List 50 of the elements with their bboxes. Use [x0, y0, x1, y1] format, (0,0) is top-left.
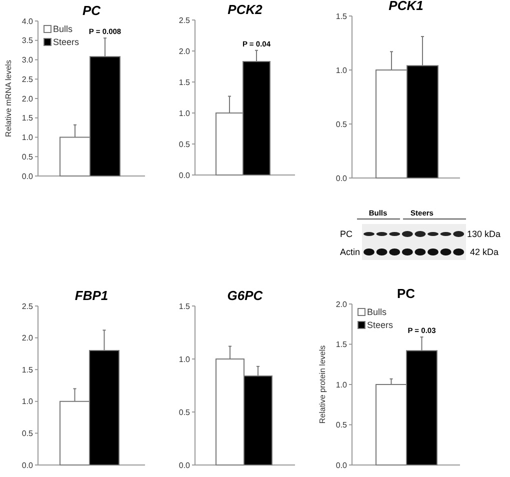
- y-tick-label: 0.0: [22, 460, 34, 470]
- y-tick-label: 3.0: [22, 56, 34, 65]
- y-tick-label: 2.5: [178, 16, 191, 25]
- y-tick-label: 0.0: [336, 460, 348, 470]
- y-tick-label: 1.0: [22, 397, 34, 406]
- chart-title: PCK1: [388, 0, 424, 13]
- y-tick-label: 1.0: [22, 133, 34, 142]
- legend-label: Steers: [367, 320, 394, 330]
- y-tick-label: 2.0: [22, 334, 34, 343]
- y-tick-label: 3.5: [22, 36, 34, 46]
- text: 42 kDa: [470, 247, 499, 258]
- y-tick-label: 2.5: [22, 302, 34, 311]
- y-tick-label: 1.0: [178, 354, 191, 364]
- y-tick-label: 2.0: [22, 94, 34, 104]
- y-tick-label: 4.0: [22, 16, 34, 26]
- y-tick-label: 1.5: [22, 114, 34, 123]
- y-tick-label: 2.0: [336, 300, 348, 309]
- y-tick-label: 0.5: [336, 420, 348, 430]
- y-tick-label: 1.5: [178, 78, 191, 87]
- text: Actin: [340, 247, 360, 258]
- y-tick-label: 1.5: [336, 340, 348, 350]
- y-tick-label: 0.5: [22, 429, 34, 438]
- y-tick-label: 1.5: [336, 12, 348, 21]
- y-tick-label: 0.5: [22, 152, 34, 162]
- y-tick-label: 2.0: [178, 46, 191, 56]
- y-tick-label: 2.5: [22, 74, 34, 84]
- chart-title: PC: [396, 286, 416, 301]
- chart-title: PC: [82, 3, 102, 18]
- legend-label: Steers: [53, 37, 80, 48]
- y-tick-label: 0.5: [178, 408, 191, 417]
- y-tick-label: 0.0: [336, 174, 348, 183]
- y-tick-label: 0.0: [178, 170, 191, 180]
- chart-title: PCK2: [228, 2, 264, 17]
- y-tick-label: 1.5: [22, 365, 34, 374]
- legend-label: Bulls: [53, 24, 74, 34]
- y-tick-label: 1.5: [178, 302, 191, 311]
- chart-title: FBP1: [74, 288, 108, 303]
- text: 130 kDa: [467, 229, 501, 240]
- y-tick-label: 0.0: [22, 172, 34, 181]
- chart-title: G6PC: [227, 288, 264, 303]
- y-axis-title: Relative protein levels: [318, 345, 327, 424]
- y-tick-label: 1.0: [178, 108, 191, 118]
- y-axis-title: Relative mRNA levels: [4, 60, 13, 137]
- y-tick-label: 0.5: [336, 120, 348, 129]
- y-tick-label: 0.0: [178, 460, 191, 470]
- text: PC: [340, 229, 354, 240]
- y-tick-label: 0.5: [178, 140, 191, 149]
- y-tick-label: 1.0: [336, 66, 348, 75]
- legend-label: Bulls: [367, 307, 388, 318]
- y-tick-label: 1.0: [336, 380, 348, 390]
